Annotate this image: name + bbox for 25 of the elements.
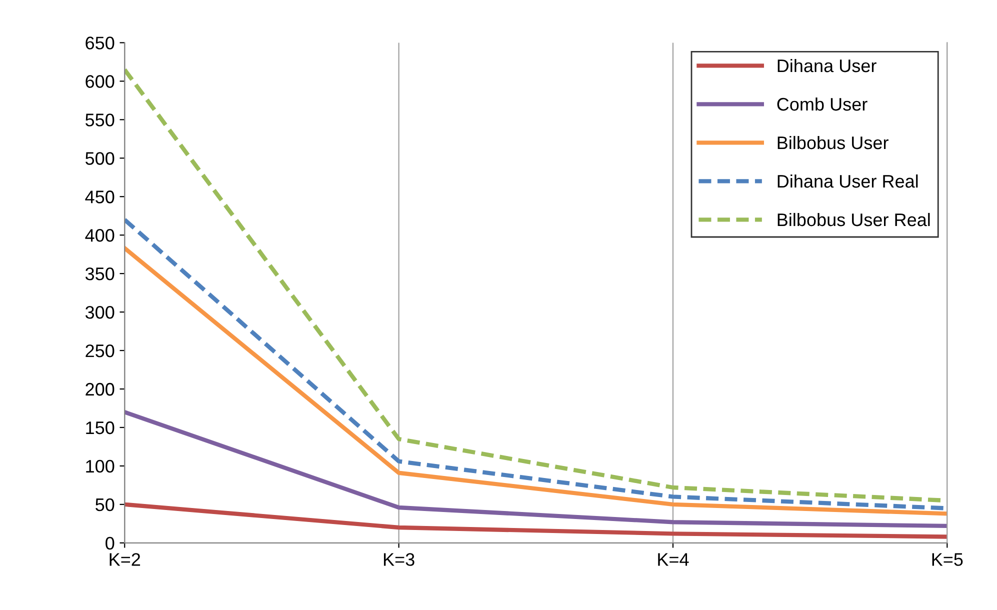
x-tick-label: K=5 [932, 553, 963, 566]
y-tick-label: 650 [86, 36, 114, 50]
y-tick-label: 350 [85, 267, 114, 280]
y-tick-label: 500 [86, 152, 114, 165]
x-tick-label: K=2 [110, 553, 140, 566]
y-tick-label: 0 [106, 536, 114, 550]
y-tick-label: 250 [86, 344, 114, 358]
line-series [124, 410, 948, 528]
y-tick-label: 100 [86, 460, 114, 473]
legend-label: Dihana User [778, 58, 876, 72]
legend-label: Comb User [777, 97, 868, 111]
legend-label: Bilbobus User [778, 136, 888, 150]
legend-label: Bilbobus User Real [778, 212, 930, 226]
y-tick-label: 200 [86, 382, 114, 396]
y-tick-label: 50 [96, 498, 114, 512]
y-tick-label: 150 [86, 421, 114, 434]
x-tick-label: K=3 [384, 553, 414, 566]
x-tick-label: K=4 [658, 553, 689, 566]
y-tick-label: 600 [86, 75, 114, 88]
legend-label: Dihana User Real [778, 174, 918, 188]
y-tick-label: 450 [85, 190, 114, 204]
y-tick-label: 400 [85, 229, 114, 242]
y-tick-label: 550 [86, 114, 114, 126]
line-series [124, 502, 948, 539]
y-tick-label: 300 [85, 306, 114, 319]
